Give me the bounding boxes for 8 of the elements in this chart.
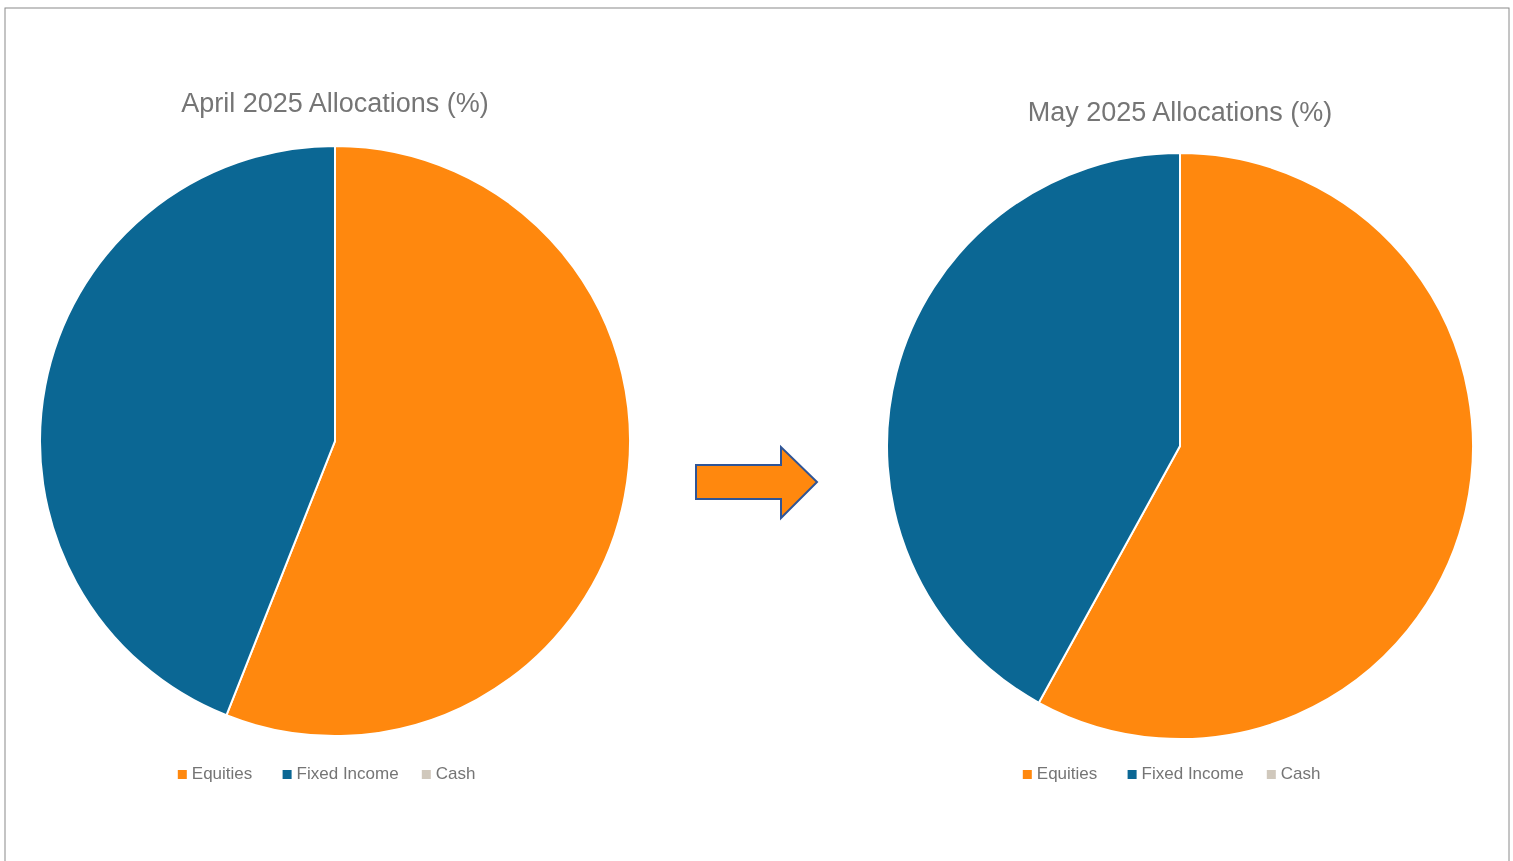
chart-title: April 2025 Allocations (%) bbox=[181, 88, 489, 119]
chart-title: May 2025 Allocations (%) bbox=[1027, 97, 1333, 128]
legend-label: Fixed Income bbox=[1141, 764, 1244, 784]
legend-label: Cash bbox=[1280, 764, 1321, 784]
legend-label: Fixed Income bbox=[296, 764, 399, 784]
legend-label: Cash bbox=[435, 764, 476, 784]
legend-label: Equities bbox=[1036, 764, 1098, 784]
legend-label: Equities bbox=[191, 764, 253, 784]
